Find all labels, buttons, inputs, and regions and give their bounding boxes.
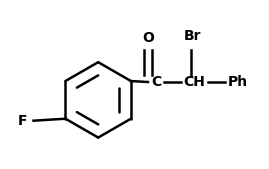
Text: C: C: [151, 75, 161, 89]
Text: CH: CH: [183, 75, 205, 89]
Text: F: F: [18, 114, 27, 128]
Text: Br: Br: [184, 29, 201, 43]
Text: O: O: [142, 31, 154, 45]
Text: Ph: Ph: [227, 75, 247, 89]
